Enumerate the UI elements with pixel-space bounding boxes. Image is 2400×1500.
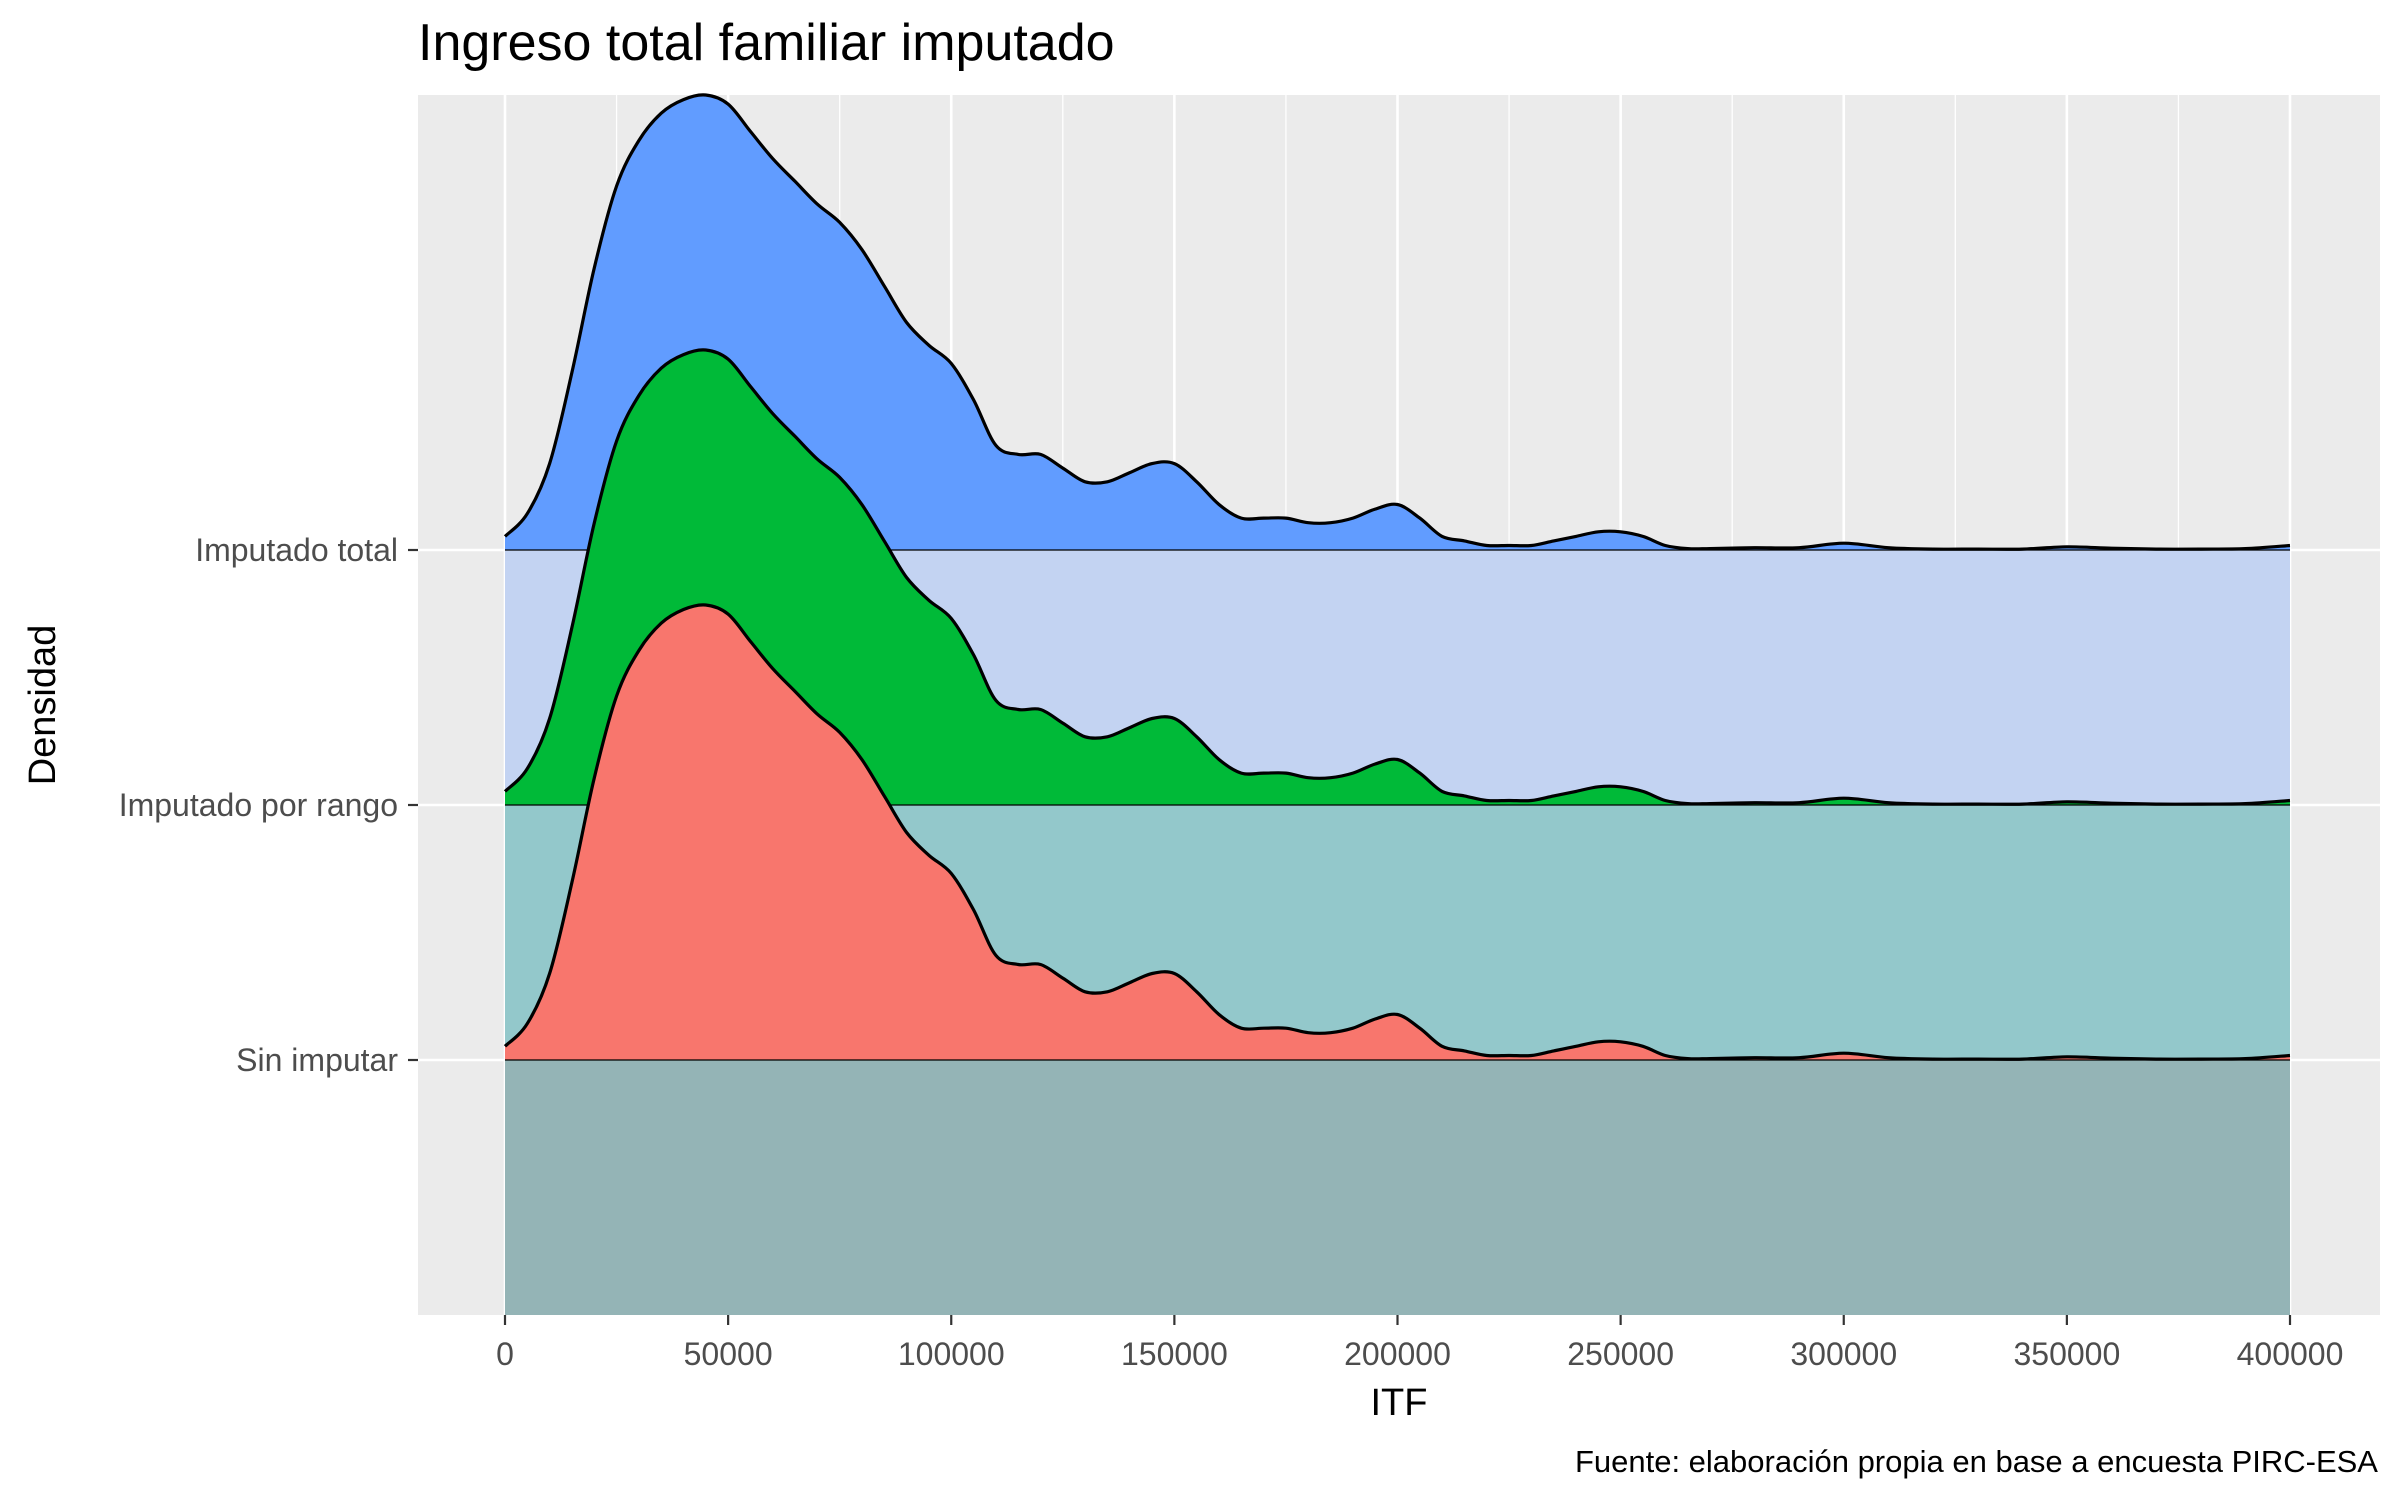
x-tick-label: 0 bbox=[496, 1336, 514, 1372]
x-tick-label: 400000 bbox=[2237, 1336, 2344, 1372]
x-axis-title: ITF bbox=[1371, 1382, 1428, 1424]
x-tick-label: 50000 bbox=[684, 1336, 773, 1372]
y-tick-label: Imputado total bbox=[195, 532, 398, 568]
x-tick-label: 250000 bbox=[1567, 1336, 1674, 1372]
chart-caption: Fuente: elaboración propia en base a enc… bbox=[1575, 1444, 2378, 1479]
ridge-line-imputado-total bbox=[503, 93, 2291, 551]
ridge-line-imputado-por-rango bbox=[503, 348, 2291, 806]
x-tick-label: 100000 bbox=[898, 1336, 1005, 1372]
ridge-series bbox=[503, 93, 2291, 1061]
ridge-fill-imputado-total bbox=[505, 94, 2290, 550]
band-sin-imputar bbox=[505, 1060, 2290, 1315]
x-tick-label: 150000 bbox=[1121, 1336, 1228, 1372]
ridge-fill-imputado-por-rango bbox=[505, 349, 2290, 805]
y-tick-label: Imputado por rango bbox=[119, 787, 398, 823]
x-tick-label: 200000 bbox=[1344, 1336, 1451, 1372]
y-axis-title: Densidad bbox=[22, 625, 64, 786]
y-tick-label: Sin imputar bbox=[236, 1042, 398, 1078]
x-axis: 0 50000 100000 150000 200000 250000 300000 3500… bbox=[496, 1315, 2343, 1372]
y-axis: Sin imputar Imputado por rango Imputado to… bbox=[119, 532, 418, 1078]
ridge-fill-sin-imputar bbox=[505, 604, 2290, 1060]
chart-title: Ingreso total familiar imputado bbox=[418, 14, 1115, 72]
x-tick-label: 350000 bbox=[2013, 1336, 2120, 1372]
x-tick-label: 300000 bbox=[1790, 1336, 1897, 1372]
ridge-line-sin-imputar bbox=[503, 603, 2291, 1061]
